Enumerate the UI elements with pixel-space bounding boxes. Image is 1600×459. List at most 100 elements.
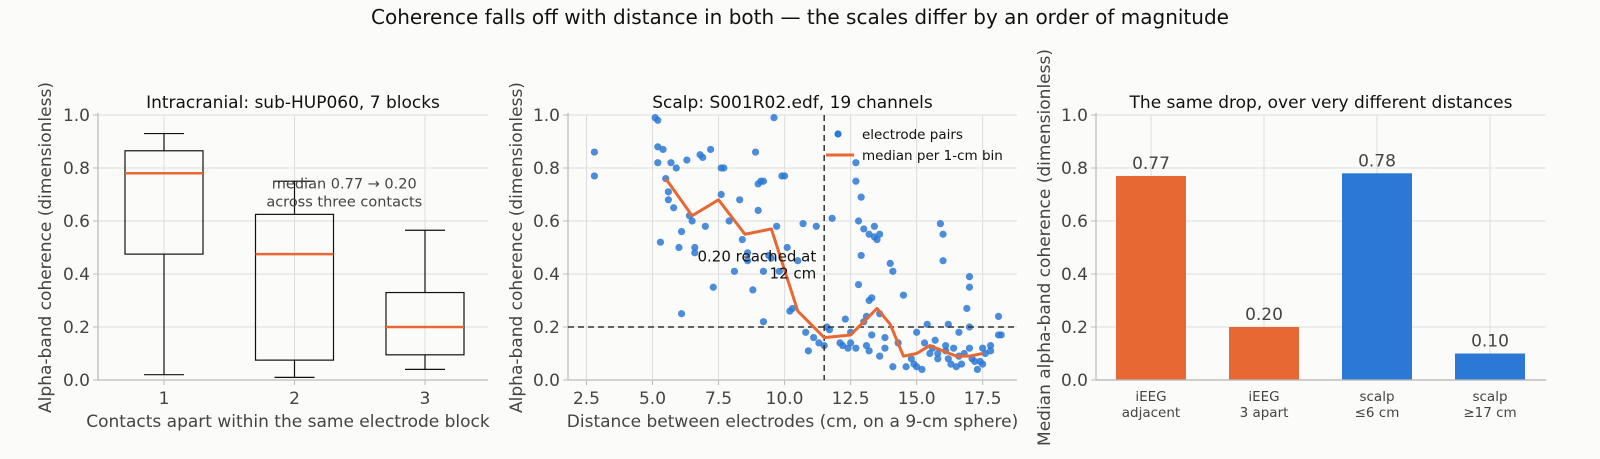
- chart-title: The same drop, over very different dista…: [1129, 93, 1513, 113]
- scatter-point: [812, 222, 820, 230]
- y-tick-label: 0.4: [533, 265, 560, 285]
- scatter-point: [699, 153, 707, 161]
- scatter-point: [939, 257, 947, 265]
- scatter-point: [973, 365, 981, 373]
- bar-1: [1229, 327, 1299, 380]
- scatter-point: [775, 267, 783, 275]
- bar-2: [1342, 173, 1412, 380]
- scatter-point: [902, 363, 910, 371]
- scatter-point: [963, 304, 971, 313]
- scatter-point: [889, 363, 897, 371]
- scatter-point: [852, 344, 860, 352]
- scatter-point: [994, 312, 1003, 320]
- y-tick-label: 0.4: [1061, 265, 1088, 285]
- scatter-point: [677, 310, 686, 318]
- x-tick-label: 12.5: [832, 389, 870, 409]
- scatter-point: [920, 339, 929, 347]
- scatter-point: [955, 328, 963, 336]
- y-tick-label: 0.2: [63, 318, 90, 338]
- x-tick-label: ≥17 cm: [1463, 405, 1516, 421]
- scatter-point: [825, 326, 834, 334]
- y-tick-label: 0.8: [63, 159, 90, 179]
- y-axis-label: Median alpha-band coherence (dimensionle…: [1035, 49, 1055, 446]
- scatter-point: [751, 148, 760, 156]
- scatter-point: [847, 339, 855, 347]
- y-axis-label: Alpha-band coherence (dimensionless): [507, 82, 527, 413]
- scatter-point: [677, 228, 686, 236]
- scatter-point: [913, 328, 921, 336]
- bar-3: [1455, 353, 1525, 380]
- scatter-point: [944, 320, 952, 328]
- y-tick-label: 0.6: [63, 212, 90, 232]
- annotation-text: median 0.77 → 0.20: [272, 177, 417, 193]
- scatter-point: [942, 341, 950, 350]
- scatter-point: [886, 259, 894, 267]
- scatter-point: [965, 344, 974, 352]
- legend-marker-points: [834, 130, 842, 138]
- y-tick-label: 1.0: [1061, 106, 1088, 126]
- scatter-point: [931, 336, 939, 344]
- scatter-point: [767, 254, 775, 262]
- scatter-point: [670, 204, 678, 212]
- scatter-point: [701, 222, 709, 230]
- legend-label: median per 1-cm bin: [862, 148, 1003, 164]
- scatter-point: [667, 159, 675, 167]
- scatter-point: [979, 360, 987, 368]
- scatter-point: [913, 363, 921, 371]
- scatter-point: [889, 267, 897, 275]
- scatter-point: [986, 341, 995, 350]
- y-tick-label: 0.0: [63, 371, 90, 391]
- box-iqr: [124, 150, 204, 255]
- box-iqr: [385, 291, 465, 356]
- bar-0: [1116, 175, 1186, 380]
- x-axis-label: Distance between electrodes (cm, on a 9-…: [567, 412, 1018, 432]
- scatter-point: [957, 360, 966, 368]
- x-tick-label: 2.5: [573, 389, 600, 409]
- scatter-point: [870, 222, 878, 230]
- scatter-point: [881, 334, 889, 342]
- scatter-point: [971, 357, 979, 366]
- scatter-point: [590, 172, 599, 180]
- scatter-point: [754, 206, 762, 214]
- scatter-point: [688, 217, 696, 225]
- scatter-point: [759, 318, 768, 326]
- scatter-point: [802, 328, 810, 336]
- box-iqr: [254, 213, 335, 361]
- scatter-point: [810, 334, 818, 342]
- scatter-point: [675, 243, 683, 252]
- chart-title: Intracranial: sub-HUP060, 7 blocks: [146, 93, 440, 113]
- y-tick-label: 0.0: [1061, 371, 1088, 391]
- scatter-point: [664, 196, 672, 204]
- y-tick-label: 0.8: [1061, 159, 1088, 179]
- scatter-point: [780, 172, 789, 180]
- scatter-point: [854, 281, 863, 289]
- scatter-point: [860, 225, 868, 233]
- x-tick-label: 7.5: [705, 389, 732, 409]
- scatter-point: [986, 347, 995, 355]
- x-axis-label: Contacts apart within the same electrode…: [86, 412, 490, 432]
- x-tick-label: 3 apart: [1240, 405, 1289, 421]
- scatter-point: [654, 116, 662, 124]
- scatter-point: [852, 177, 860, 185]
- x-tick-label: iEEG: [1135, 389, 1166, 405]
- scatter-point: [773, 222, 781, 230]
- scatter-point: [899, 291, 908, 299]
- bar-value-label: 0.77: [1132, 154, 1170, 174]
- y-axis-label: Alpha-band coherence (dimensionless): [36, 82, 56, 413]
- x-tick-label: 5.0: [639, 389, 666, 409]
- scatter-point: [857, 193, 865, 201]
- scatter-point: [868, 294, 876, 302]
- scatter-point: [936, 220, 945, 228]
- annotation-text: across three contacts: [266, 195, 422, 211]
- scatter-point: [691, 243, 699, 252]
- scatter-point: [804, 347, 812, 355]
- figure-title: Coherence falls off with distance in bot…: [371, 5, 1229, 29]
- scatter-point: [852, 159, 860, 167]
- y-tick-label: 0.6: [1061, 212, 1088, 232]
- y-tick-label: 0.2: [533, 318, 560, 338]
- box-2: [254, 180, 335, 378]
- scatter-point: [590, 148, 599, 156]
- x-tick-label: scalp: [1472, 389, 1507, 405]
- scatter-point: [738, 235, 746, 244]
